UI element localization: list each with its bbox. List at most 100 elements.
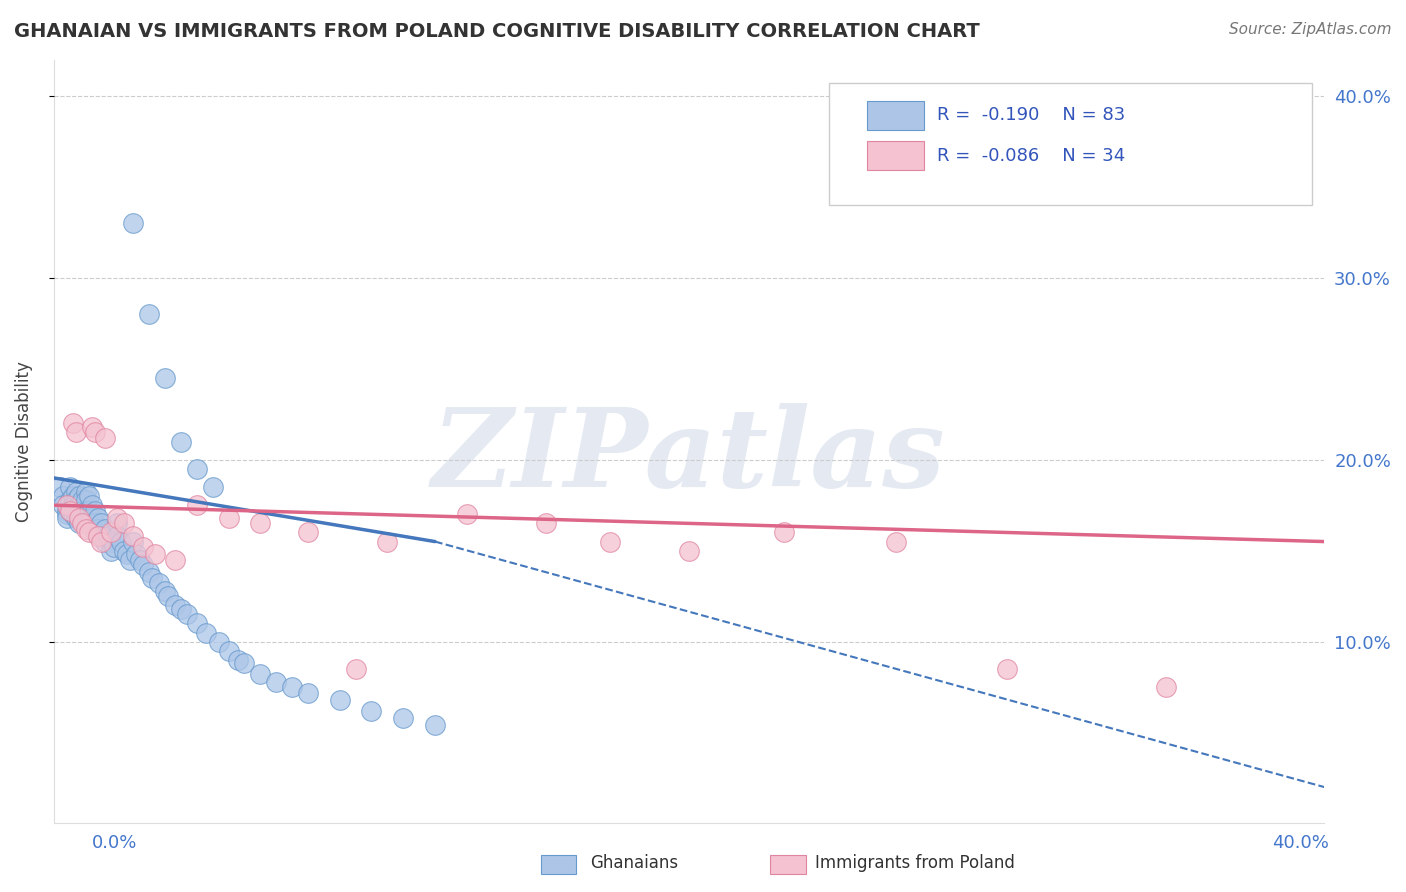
Point bbox=[67, 498, 90, 512]
Point bbox=[67, 511, 90, 525]
Point bbox=[72, 503, 94, 517]
Point bbox=[145, 547, 167, 561]
Point bbox=[360, 704, 382, 718]
Point bbox=[52, 489, 75, 503]
Text: R =  -0.190    N = 83: R = -0.190 N = 83 bbox=[936, 106, 1125, 124]
Text: Source: ZipAtlas.com: Source: ZipAtlas.com bbox=[1229, 22, 1392, 37]
Y-axis label: Cognitive Disability: Cognitive Disability bbox=[15, 361, 32, 522]
Point bbox=[59, 503, 82, 517]
Point bbox=[148, 576, 170, 591]
Point bbox=[377, 534, 399, 549]
Point bbox=[163, 553, 186, 567]
Point bbox=[84, 516, 107, 531]
Point bbox=[77, 489, 100, 503]
Point bbox=[157, 589, 180, 603]
Point bbox=[52, 498, 75, 512]
Point bbox=[120, 553, 142, 567]
Point bbox=[138, 566, 160, 580]
Point bbox=[65, 425, 87, 440]
Point bbox=[218, 643, 240, 657]
Point bbox=[67, 508, 90, 522]
Point bbox=[87, 511, 110, 525]
Point bbox=[105, 529, 128, 543]
Point bbox=[77, 503, 100, 517]
Point bbox=[456, 508, 478, 522]
Point bbox=[329, 693, 352, 707]
Point bbox=[132, 558, 155, 573]
Point bbox=[77, 525, 100, 540]
Point bbox=[65, 485, 87, 500]
Text: Immigrants from Poland: Immigrants from Poland bbox=[815, 855, 1015, 872]
Point bbox=[100, 543, 122, 558]
Point bbox=[55, 503, 77, 517]
Point bbox=[163, 599, 186, 613]
Point bbox=[344, 662, 367, 676]
Point bbox=[112, 543, 135, 558]
Bar bbox=[868, 101, 924, 130]
Point bbox=[62, 417, 84, 431]
Text: ZIPatlas: ZIPatlas bbox=[432, 403, 946, 510]
Point bbox=[153, 583, 176, 598]
Point bbox=[93, 522, 115, 536]
Point bbox=[84, 425, 107, 440]
Point bbox=[186, 462, 208, 476]
Text: 0.0%: 0.0% bbox=[91, 834, 136, 852]
Point bbox=[884, 534, 907, 549]
Point bbox=[65, 511, 87, 525]
Point bbox=[59, 480, 82, 494]
Point bbox=[678, 543, 700, 558]
Point bbox=[186, 616, 208, 631]
Bar bbox=[868, 141, 924, 170]
Point bbox=[423, 718, 446, 732]
Point bbox=[72, 516, 94, 531]
Point bbox=[122, 529, 145, 543]
Point bbox=[62, 489, 84, 503]
Point bbox=[122, 216, 145, 230]
Point bbox=[599, 534, 621, 549]
Point bbox=[281, 680, 304, 694]
Point bbox=[72, 511, 94, 525]
Point bbox=[112, 516, 135, 531]
Point bbox=[90, 516, 112, 531]
Point bbox=[297, 525, 319, 540]
Point bbox=[75, 492, 97, 507]
Point bbox=[249, 516, 271, 531]
Point bbox=[208, 634, 231, 648]
Point bbox=[75, 522, 97, 536]
Point bbox=[65, 492, 87, 507]
Point bbox=[105, 516, 128, 531]
Point bbox=[59, 503, 82, 517]
FancyBboxPatch shape bbox=[830, 83, 1312, 205]
Point bbox=[392, 711, 415, 725]
Text: Ghanaians: Ghanaians bbox=[591, 855, 679, 872]
Point bbox=[105, 511, 128, 525]
Point bbox=[218, 511, 240, 525]
Point bbox=[97, 529, 120, 543]
Point bbox=[138, 307, 160, 321]
Point bbox=[72, 492, 94, 507]
Point bbox=[128, 553, 150, 567]
Point bbox=[77, 516, 100, 531]
Text: GHANAIAN VS IMMIGRANTS FROM POLAND COGNITIVE DISABILITY CORRELATION CHART: GHANAIAN VS IMMIGRANTS FROM POLAND COGNI… bbox=[14, 22, 980, 41]
Point bbox=[90, 529, 112, 543]
Point bbox=[100, 525, 122, 540]
Point bbox=[59, 492, 82, 507]
Point bbox=[87, 529, 110, 543]
Point bbox=[62, 508, 84, 522]
Point bbox=[75, 485, 97, 500]
Point bbox=[80, 420, 103, 434]
Point bbox=[55, 511, 77, 525]
Point bbox=[110, 534, 132, 549]
Point bbox=[80, 511, 103, 525]
Point bbox=[534, 516, 557, 531]
Point bbox=[75, 516, 97, 531]
Point bbox=[100, 534, 122, 549]
Text: R =  -0.086    N = 34: R = -0.086 N = 34 bbox=[936, 147, 1125, 165]
Point bbox=[65, 503, 87, 517]
Point bbox=[297, 685, 319, 699]
Point bbox=[67, 489, 90, 503]
Point bbox=[170, 602, 193, 616]
Text: 40.0%: 40.0% bbox=[1272, 834, 1329, 852]
Point bbox=[122, 534, 145, 549]
Point bbox=[93, 534, 115, 549]
